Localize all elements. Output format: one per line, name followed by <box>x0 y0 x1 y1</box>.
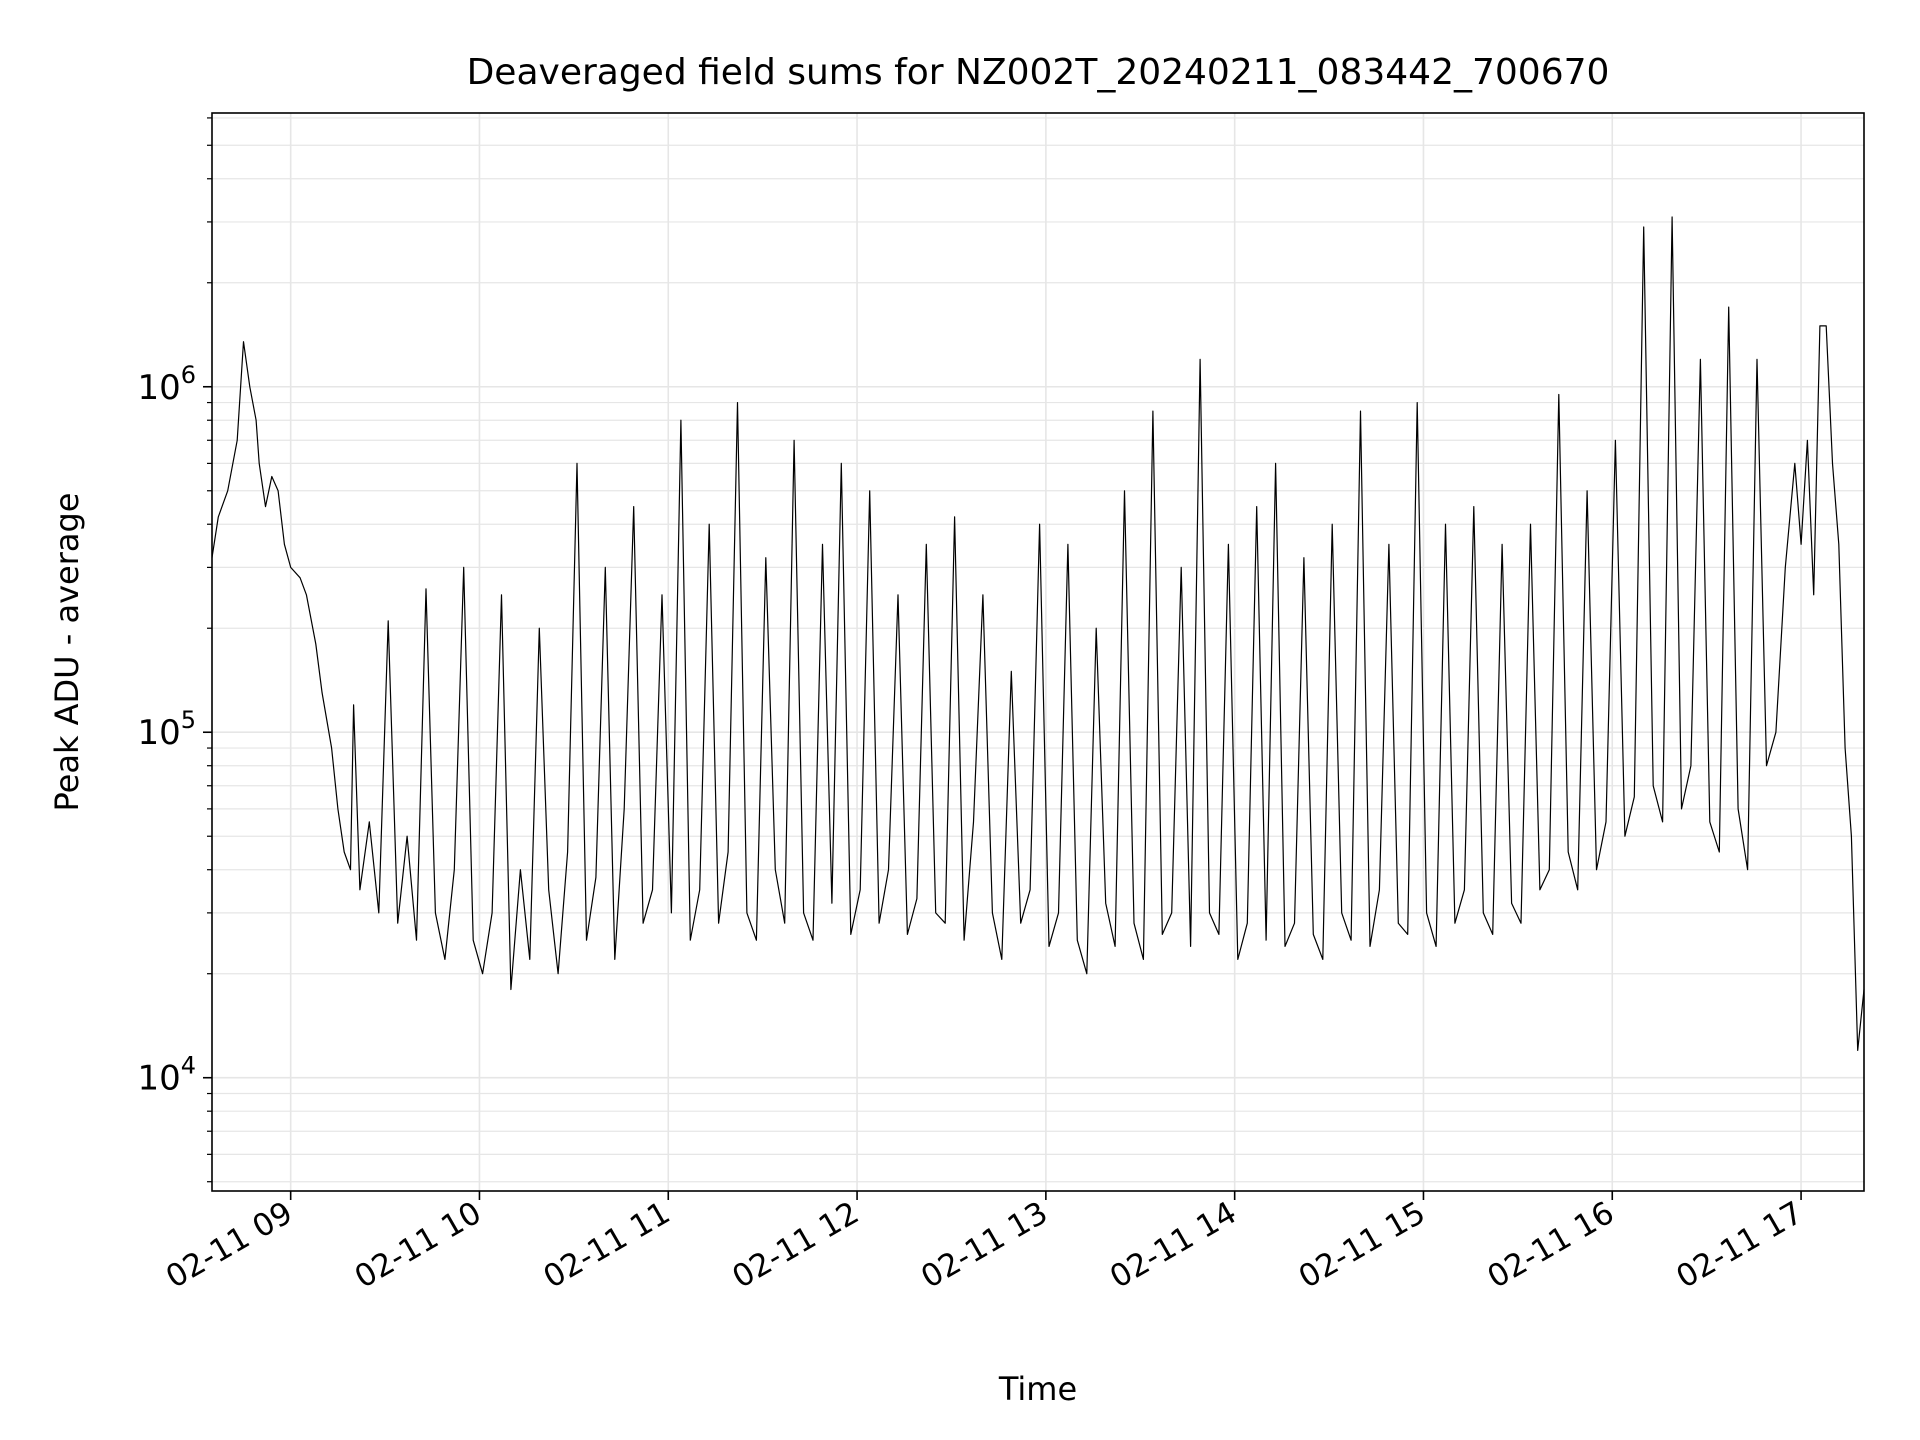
plot-frame <box>211 112 1865 1192</box>
y-tick-label: 104 <box>137 1052 196 1099</box>
x-tick-label: 02-11 12 <box>726 1195 865 1296</box>
x-tick-label: 02-11 15 <box>1293 1195 1432 1296</box>
x-tick-label: 02-11 11 <box>538 1195 677 1296</box>
x-axis: 02-11 09 02-11 10 02-11 11 02-11 12 02-11 13… <box>160 1191 1809 1296</box>
x-tick-label: 02-11 14 <box>1104 1195 1243 1296</box>
x-tick-label: 02-11 09 <box>160 1195 299 1296</box>
x-tick-label: 02-11 17 <box>1670 1195 1809 1296</box>
y-axis-label: Peak ADU - average <box>48 493 86 812</box>
x-axis-label: Time <box>998 1370 1077 1408</box>
y-axis: 104 105 106 <box>137 117 212 1183</box>
series-line <box>211 216 1865 1051</box>
grid-lines <box>212 113 1864 1191</box>
y-tick-label: 105 <box>137 706 196 753</box>
x-tick-label: 02-11 10 <box>349 1195 488 1296</box>
chart-title: Deaveraged field sums for NZ002T_2024021… <box>467 52 1610 93</box>
x-tick-label: 02-11 13 <box>915 1195 1054 1296</box>
y-tick-label: 106 <box>137 361 196 408</box>
x-tick-label: 02-11 16 <box>1482 1195 1621 1296</box>
